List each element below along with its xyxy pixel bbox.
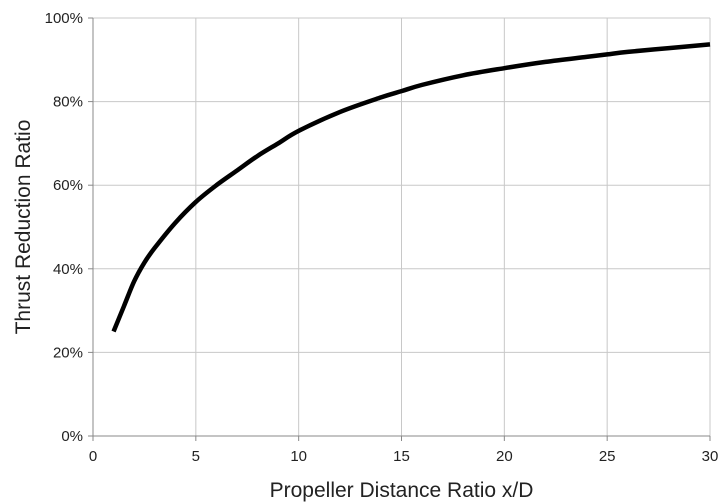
x-tick-label: 15 bbox=[393, 448, 410, 465]
x-tick-label: 10 bbox=[290, 448, 307, 465]
y-tick-label: 40% bbox=[53, 261, 83, 278]
y-tick-label: 0% bbox=[61, 428, 83, 445]
x-tick-label: 25 bbox=[599, 448, 616, 465]
series-group bbox=[111, 42, 711, 333]
y-tick-label: 100% bbox=[45, 10, 83, 27]
x-tick-label: 0 bbox=[89, 448, 97, 465]
series-line-0 bbox=[111, 42, 711, 333]
y-tick-labels: 0% 20% 40% 60% 80% 100% bbox=[45, 10, 93, 445]
x-tick-label: 5 bbox=[192, 448, 200, 465]
x-tick-label: 30 bbox=[702, 448, 719, 465]
y-axis-title: Thrust Reduction Ratio bbox=[12, 120, 35, 335]
y-tick-label: 20% bbox=[53, 344, 83, 361]
grid-lines bbox=[93, 17, 711, 436]
y-tick-label: 80% bbox=[53, 94, 83, 111]
y-tick-label: 60% bbox=[53, 177, 83, 194]
x-tick-label: 20 bbox=[496, 448, 513, 465]
x-axis-title: Propeller Distance Ratio x/D bbox=[270, 479, 534, 502]
x-tick-labels: 0 5 10 15 20 25 30 bbox=[89, 436, 719, 465]
